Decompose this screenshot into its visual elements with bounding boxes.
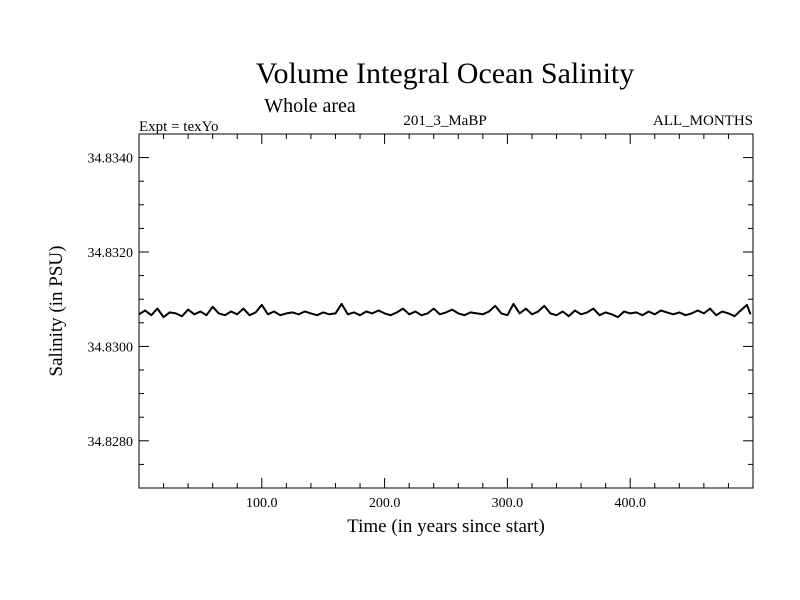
plot-frame	[138, 133, 754, 489]
header-right: ALL_MONTHS	[653, 113, 753, 129]
y-tick-label: 34.8340	[88, 152, 134, 167]
y-tick-label: 34.8320	[88, 246, 134, 261]
y-tick-label: 34.8280	[88, 435, 134, 450]
x-tick-label: 300.0	[492, 496, 524, 511]
chart-subtitle: Whole area	[264, 95, 356, 117]
tick-labels: 100.0 200.0 300.0 400.0 34.8280 34.8300 34.832…	[88, 152, 646, 511]
x-tick-label: 100.0	[246, 496, 278, 511]
x-tick-label: 400.0	[614, 496, 646, 511]
chart-title: Volume Integral Ocean Salinity	[256, 57, 635, 90]
x-tick-label: 200.0	[369, 496, 401, 511]
y-axis-label: Salinity (in PSU)	[46, 246, 67, 377]
series-group	[138, 302, 752, 319]
header-left: Expt = texYo	[139, 119, 218, 135]
tick-marks	[139, 133, 753, 489]
series-line	[138, 302, 752, 319]
header-center: 201_3_MaBP	[403, 113, 486, 129]
y-tick-label: 34.8300	[88, 340, 134, 355]
x-axis-label: Time (in years since start)	[347, 516, 545, 537]
